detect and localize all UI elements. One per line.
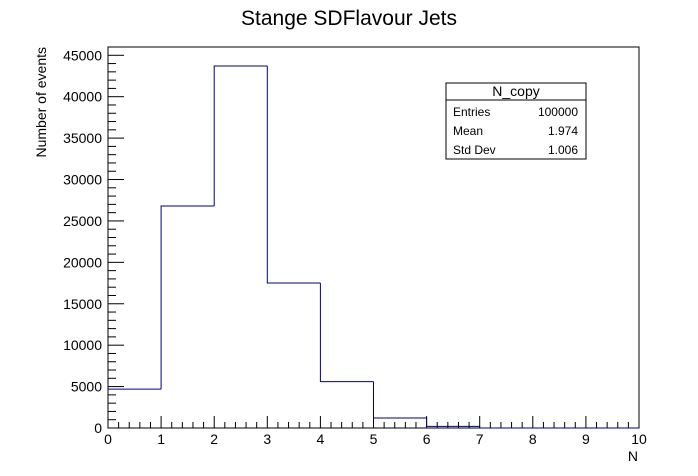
x-tick-label: 4 — [317, 431, 325, 447]
stats-box-frame — [445, 82, 587, 160]
y-axis-label: Number of events — [33, 47, 49, 158]
stats-entries-value: 100000 — [538, 105, 578, 119]
histogram-bin — [426, 418, 480, 427]
stats-mean-value: 1.974 — [548, 124, 578, 138]
x-tick-label: 3 — [263, 431, 271, 447]
y-tick-label: 30000 — [63, 172, 102, 188]
x-tick-label: 5 — [370, 431, 378, 447]
x-axis: 0 1 2 3 4 5 6 7 8 9 10 — [104, 416, 647, 447]
histogram-series — [108, 65, 639, 429]
x-tick-label: 2 — [210, 431, 218, 447]
x-tick-label: 7 — [476, 431, 484, 447]
stats-mean-label: Mean — [453, 124, 483, 138]
histogram-bin — [319, 283, 374, 383]
stats-stddev-value: 1.006 — [548, 143, 578, 157]
x-axis-label: N — [628, 448, 638, 464]
y-tick-label: 25000 — [63, 213, 102, 229]
histogram-bin — [266, 66, 321, 284]
histogram-bin — [479, 426, 533, 429]
histogram-bin — [373, 381, 427, 419]
y-tick-label: 35000 — [63, 130, 102, 146]
y-tick-label: 45000 — [63, 47, 102, 63]
chart-title: Stange SDFlavour Jets — [241, 7, 457, 30]
x-tick-label: 1 — [157, 431, 165, 447]
stats-box: N_copy Entries 100000 Mean 1.974 Std Dev… — [445, 82, 587, 160]
x-tick-label: 10 — [631, 431, 647, 447]
y-tick-label: 15000 — [63, 296, 102, 312]
x-tick-label: 9 — [582, 431, 590, 447]
y-tick-label: 10000 — [63, 337, 102, 353]
y-tick-label: 5000 — [71, 379, 102, 395]
histogram-bin — [160, 205, 215, 390]
stats-stddev-label: Std Dev — [453, 143, 496, 157]
stats-box-title: N_copy — [492, 83, 539, 99]
x-tick-label: 8 — [529, 431, 537, 447]
y-tick-label: 20000 — [63, 254, 102, 270]
y-tick-label: 40000 — [63, 89, 102, 105]
x-tick-label: 0 — [104, 431, 112, 447]
y-tick-label: 0 — [94, 420, 102, 436]
y-axis: 0 5000 10000 15000 20000 25000 30000 35000 40000… — [63, 46, 124, 436]
histogram-bin — [213, 65, 268, 207]
stats-entries-label: Entries — [453, 105, 490, 119]
x-tick-label: 6 — [423, 431, 431, 447]
